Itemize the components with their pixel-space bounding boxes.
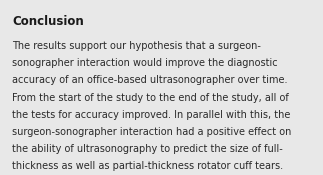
Text: the tests for accuracy improved. In parallel with this, the: the tests for accuracy improved. In para… — [12, 110, 291, 120]
Text: the ability of ultrasonography to predict the size of full-: the ability of ultrasonography to predic… — [12, 144, 283, 154]
Text: From the start of the study to the end of the study, all of: From the start of the study to the end o… — [12, 93, 289, 103]
Text: surgeon-sonographer interaction had a positive effect on: surgeon-sonographer interaction had a po… — [12, 127, 292, 137]
Text: sonographer interaction would improve the diagnostic: sonographer interaction would improve th… — [12, 58, 278, 68]
Text: thickness as well as partial-thickness rotator cuff tears.: thickness as well as partial-thickness r… — [12, 161, 283, 171]
Text: accuracy of an office-based ultrasonographer over time.: accuracy of an office-based ultrasonogra… — [12, 75, 288, 85]
Text: Conclusion: Conclusion — [12, 15, 84, 28]
Text: The results support our hypothesis that a surgeon-: The results support our hypothesis that … — [12, 41, 261, 51]
